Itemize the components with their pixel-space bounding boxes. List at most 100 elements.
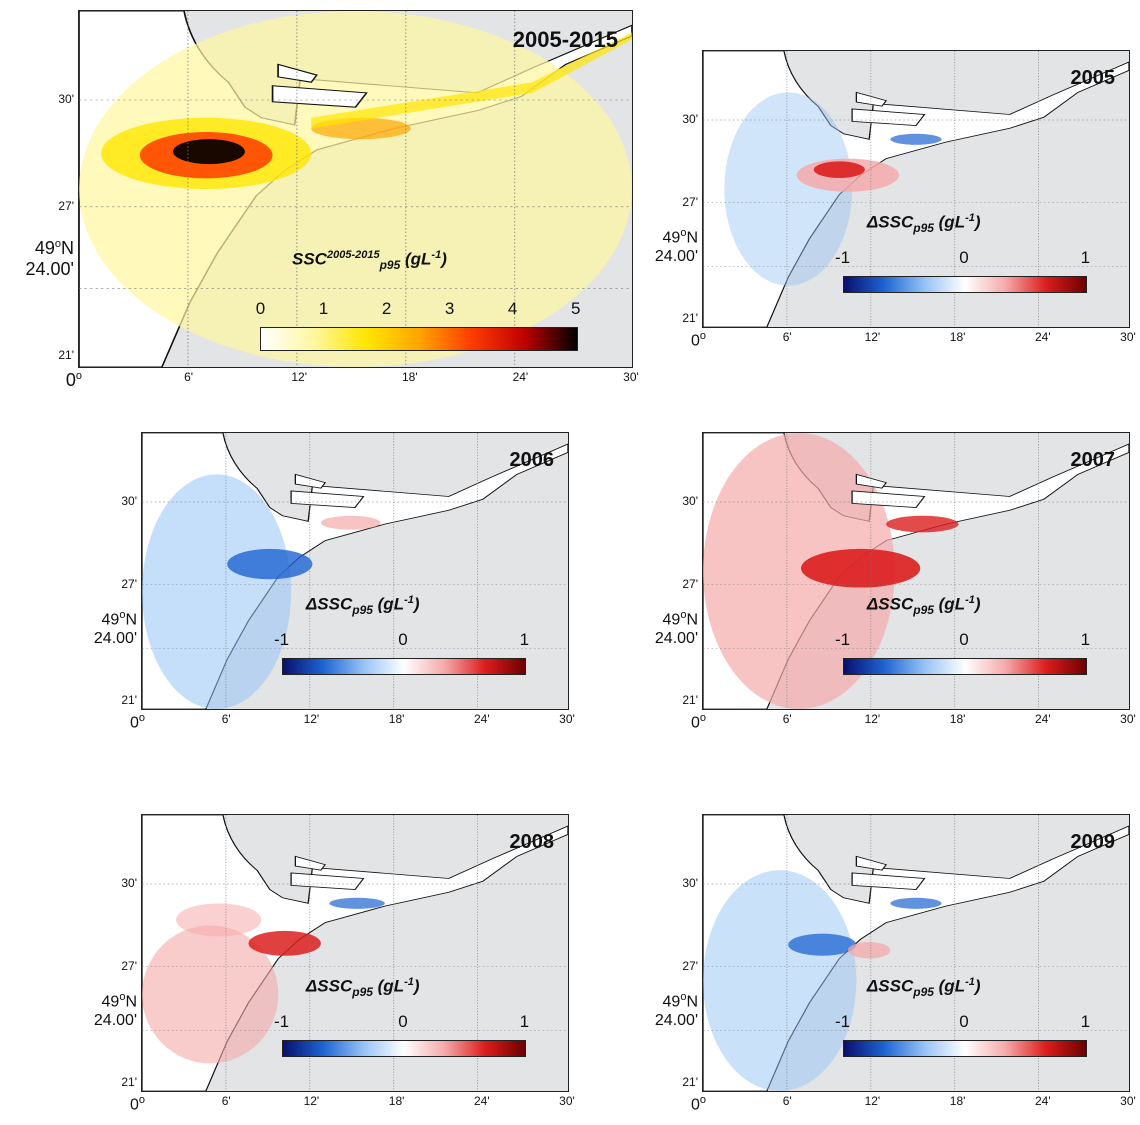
colorbar-tick-label: 5 (570, 298, 581, 318)
origin-label: 0o (129, 712, 145, 732)
x-tick-label: 24' (473, 1094, 490, 1108)
y-tick-label: 30' (682, 494, 698, 508)
x-tick-label: 6' (782, 712, 792, 726)
y-tick-label: 27' (58, 198, 74, 213)
port-basin (851, 91, 926, 126)
colorbar-tick-label: 0 (959, 630, 969, 650)
x-tick-label: 12' (864, 330, 881, 344)
y-tick-label: 21' (682, 1074, 698, 1089)
port-basin (290, 855, 365, 890)
panel-2009: 2009 30' 27' 21' 49oN 24.00' 6' 12' 18' 24' 30' 0o -… (580, 800, 1140, 1120)
x-tick-label: 18' (949, 1094, 966, 1108)
colorbar-tick-label: 4 (507, 298, 518, 318)
panel-2005: 2005 30' 27' 21' 49oN 24.00' 6' 12' 18' 24' 30' 0o -… (640, 0, 1140, 360)
colorbar-tick-label: 0 (959, 248, 969, 268)
colorbar (842, 1040, 1088, 1058)
port-basin (271, 63, 368, 108)
colorbar-tick-label: 1 (519, 1012, 530, 1032)
colorbar-tick-label: -1 (835, 630, 851, 650)
colorbar-title: SSC2005-2015p95 (gL-1) (292, 248, 447, 272)
origin-label: 0o (690, 712, 706, 732)
y-tick-label: 21' (121, 1074, 137, 1089)
colorbar (281, 1040, 527, 1058)
concentration-field (703, 870, 942, 1091)
x-tick-label: 30' (1120, 712, 1136, 726)
origin-label: 0o (690, 330, 706, 350)
colorbar-tick-label: 0 (959, 1012, 969, 1032)
x-tick-label: 24' (1034, 330, 1051, 344)
colorbar-tick-label: 0 (255, 298, 266, 318)
panel-year: 2005-2015 (512, 27, 618, 52)
colorbar (260, 326, 578, 351)
x-tick-label: 24' (473, 712, 490, 726)
x-tick-label: 18' (949, 330, 966, 344)
latitude-label: 49oN 24.00' (25, 237, 74, 280)
map-frame: 2009 (702, 814, 1130, 1092)
latitude-label: 49oN 24.00' (93, 608, 137, 648)
x-tick-label: 6' (184, 370, 194, 384)
x-tick-label: 12' (303, 712, 320, 726)
map-svg (703, 51, 1129, 327)
port-basin (851, 473, 926, 508)
colorbar (842, 658, 1088, 676)
x-tick-label: 12' (303, 1094, 320, 1108)
panel-year: 2009 (1070, 831, 1116, 853)
colorbar (281, 658, 527, 676)
latitude-label: 49oN 24.00' (654, 226, 698, 266)
colorbar-tick-label: -1 (835, 248, 851, 268)
y-tick-label: 30' (121, 494, 137, 508)
y-tick-label: 30' (682, 112, 698, 126)
y-tick-label: 27' (121, 576, 137, 591)
y-tick-label: 27' (682, 958, 698, 973)
concentration-field (142, 897, 385, 1064)
panel-2008: 2008 30' 27' 21' 49oN 24.00' 6' 12' 18' 24' 30' 0o -… (0, 800, 580, 1120)
origin-label: 0o (690, 1094, 706, 1114)
x-tick-label: 30' (1120, 1094, 1136, 1108)
colorbar-tick-label: 1 (1080, 248, 1091, 268)
latitude-label: 49oN 24.00' (654, 608, 698, 648)
map-frame: 2005-2015 (78, 10, 633, 368)
y-tick-label: 27' (682, 194, 698, 209)
x-tick-label: 18' (401, 370, 418, 384)
x-tick-label: 6' (782, 330, 792, 344)
colorbar-tick-label: 1 (318, 298, 329, 318)
colorbar (842, 276, 1088, 294)
colorbar-tick-label: 1 (1080, 630, 1091, 650)
map-svg (79, 11, 632, 367)
colorbar-tick-label: 0 (398, 630, 408, 650)
colorbar-tick-label: -1 (835, 1012, 851, 1032)
y-tick-label: 21' (121, 692, 137, 707)
y-tick-label: 27' (682, 576, 698, 591)
colorbar-tick-label: 1 (519, 630, 530, 650)
x-tick-label: 18' (949, 712, 966, 726)
panel-2007: 2007 30' 27' 21' 49oN 24.00' 6' 12' 18' 24' 30' 0o -… (580, 420, 1140, 740)
map-svg (142, 433, 568, 709)
map-svg (703, 815, 1129, 1091)
panel-2005-2015: 2005-2015 30' 27' 21' 49oN 24.00' 6' 12' 18' 24' 3… (0, 0, 640, 400)
map-svg (703, 433, 1129, 709)
x-tick-label: 12' (864, 712, 881, 726)
origin-label: 0o (65, 370, 82, 390)
panel-year: 2006 (509, 449, 555, 471)
y-tick-label: 21' (58, 348, 74, 363)
y-tick-label: 27' (121, 958, 137, 973)
x-tick-label: 6' (221, 712, 231, 726)
x-tick-label: 18' (388, 712, 405, 726)
y-tick-label: 30' (58, 92, 74, 106)
panel-year: 2007 (1070, 449, 1116, 471)
colorbar-title: ΔSSCp95 (gL-1) (305, 976, 420, 1000)
x-tick-label: 6' (782, 1094, 792, 1108)
port-basin (851, 855, 926, 890)
x-tick-label: 12' (291, 370, 308, 384)
panel-2006: 2006 30' 27' 21' 49oN 24.00' 6' 12' 18' 24' 30' 0o -… (0, 420, 580, 740)
latitude-label: 49oN 24.00' (654, 990, 698, 1030)
concentration-field (79, 11, 632, 367)
latitude-label: 49oN 24.00' (93, 990, 137, 1030)
colorbar-tick-label: 3 (444, 298, 455, 318)
colorbar-title: ΔSSCp95 (gL-1) (866, 976, 981, 1000)
map-frame: 2008 (141, 814, 569, 1092)
x-tick-label: 30' (1120, 330, 1136, 344)
x-tick-label: 6' (221, 1094, 231, 1108)
y-tick-label: 30' (682, 876, 698, 890)
x-tick-label: 24' (1034, 712, 1051, 726)
